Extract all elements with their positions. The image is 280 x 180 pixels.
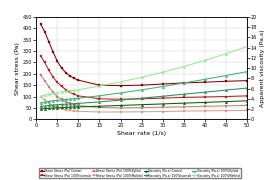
Y-axis label: Shear stress (Pa): Shear stress (Pa)	[15, 42, 20, 95]
X-axis label: Shear rate (1/s): Shear rate (1/s)	[117, 131, 166, 136]
Legend: Shear Stress (Pa) Control, Shear Stress (Pa) 100%Isomalt, Shear Stress (Pa) 100%: Shear Stress (Pa) Control, Shear Stress …	[39, 168, 241, 179]
Y-axis label: Apparent viscosity (Pa.s): Apparent viscosity (Pa.s)	[260, 29, 265, 107]
